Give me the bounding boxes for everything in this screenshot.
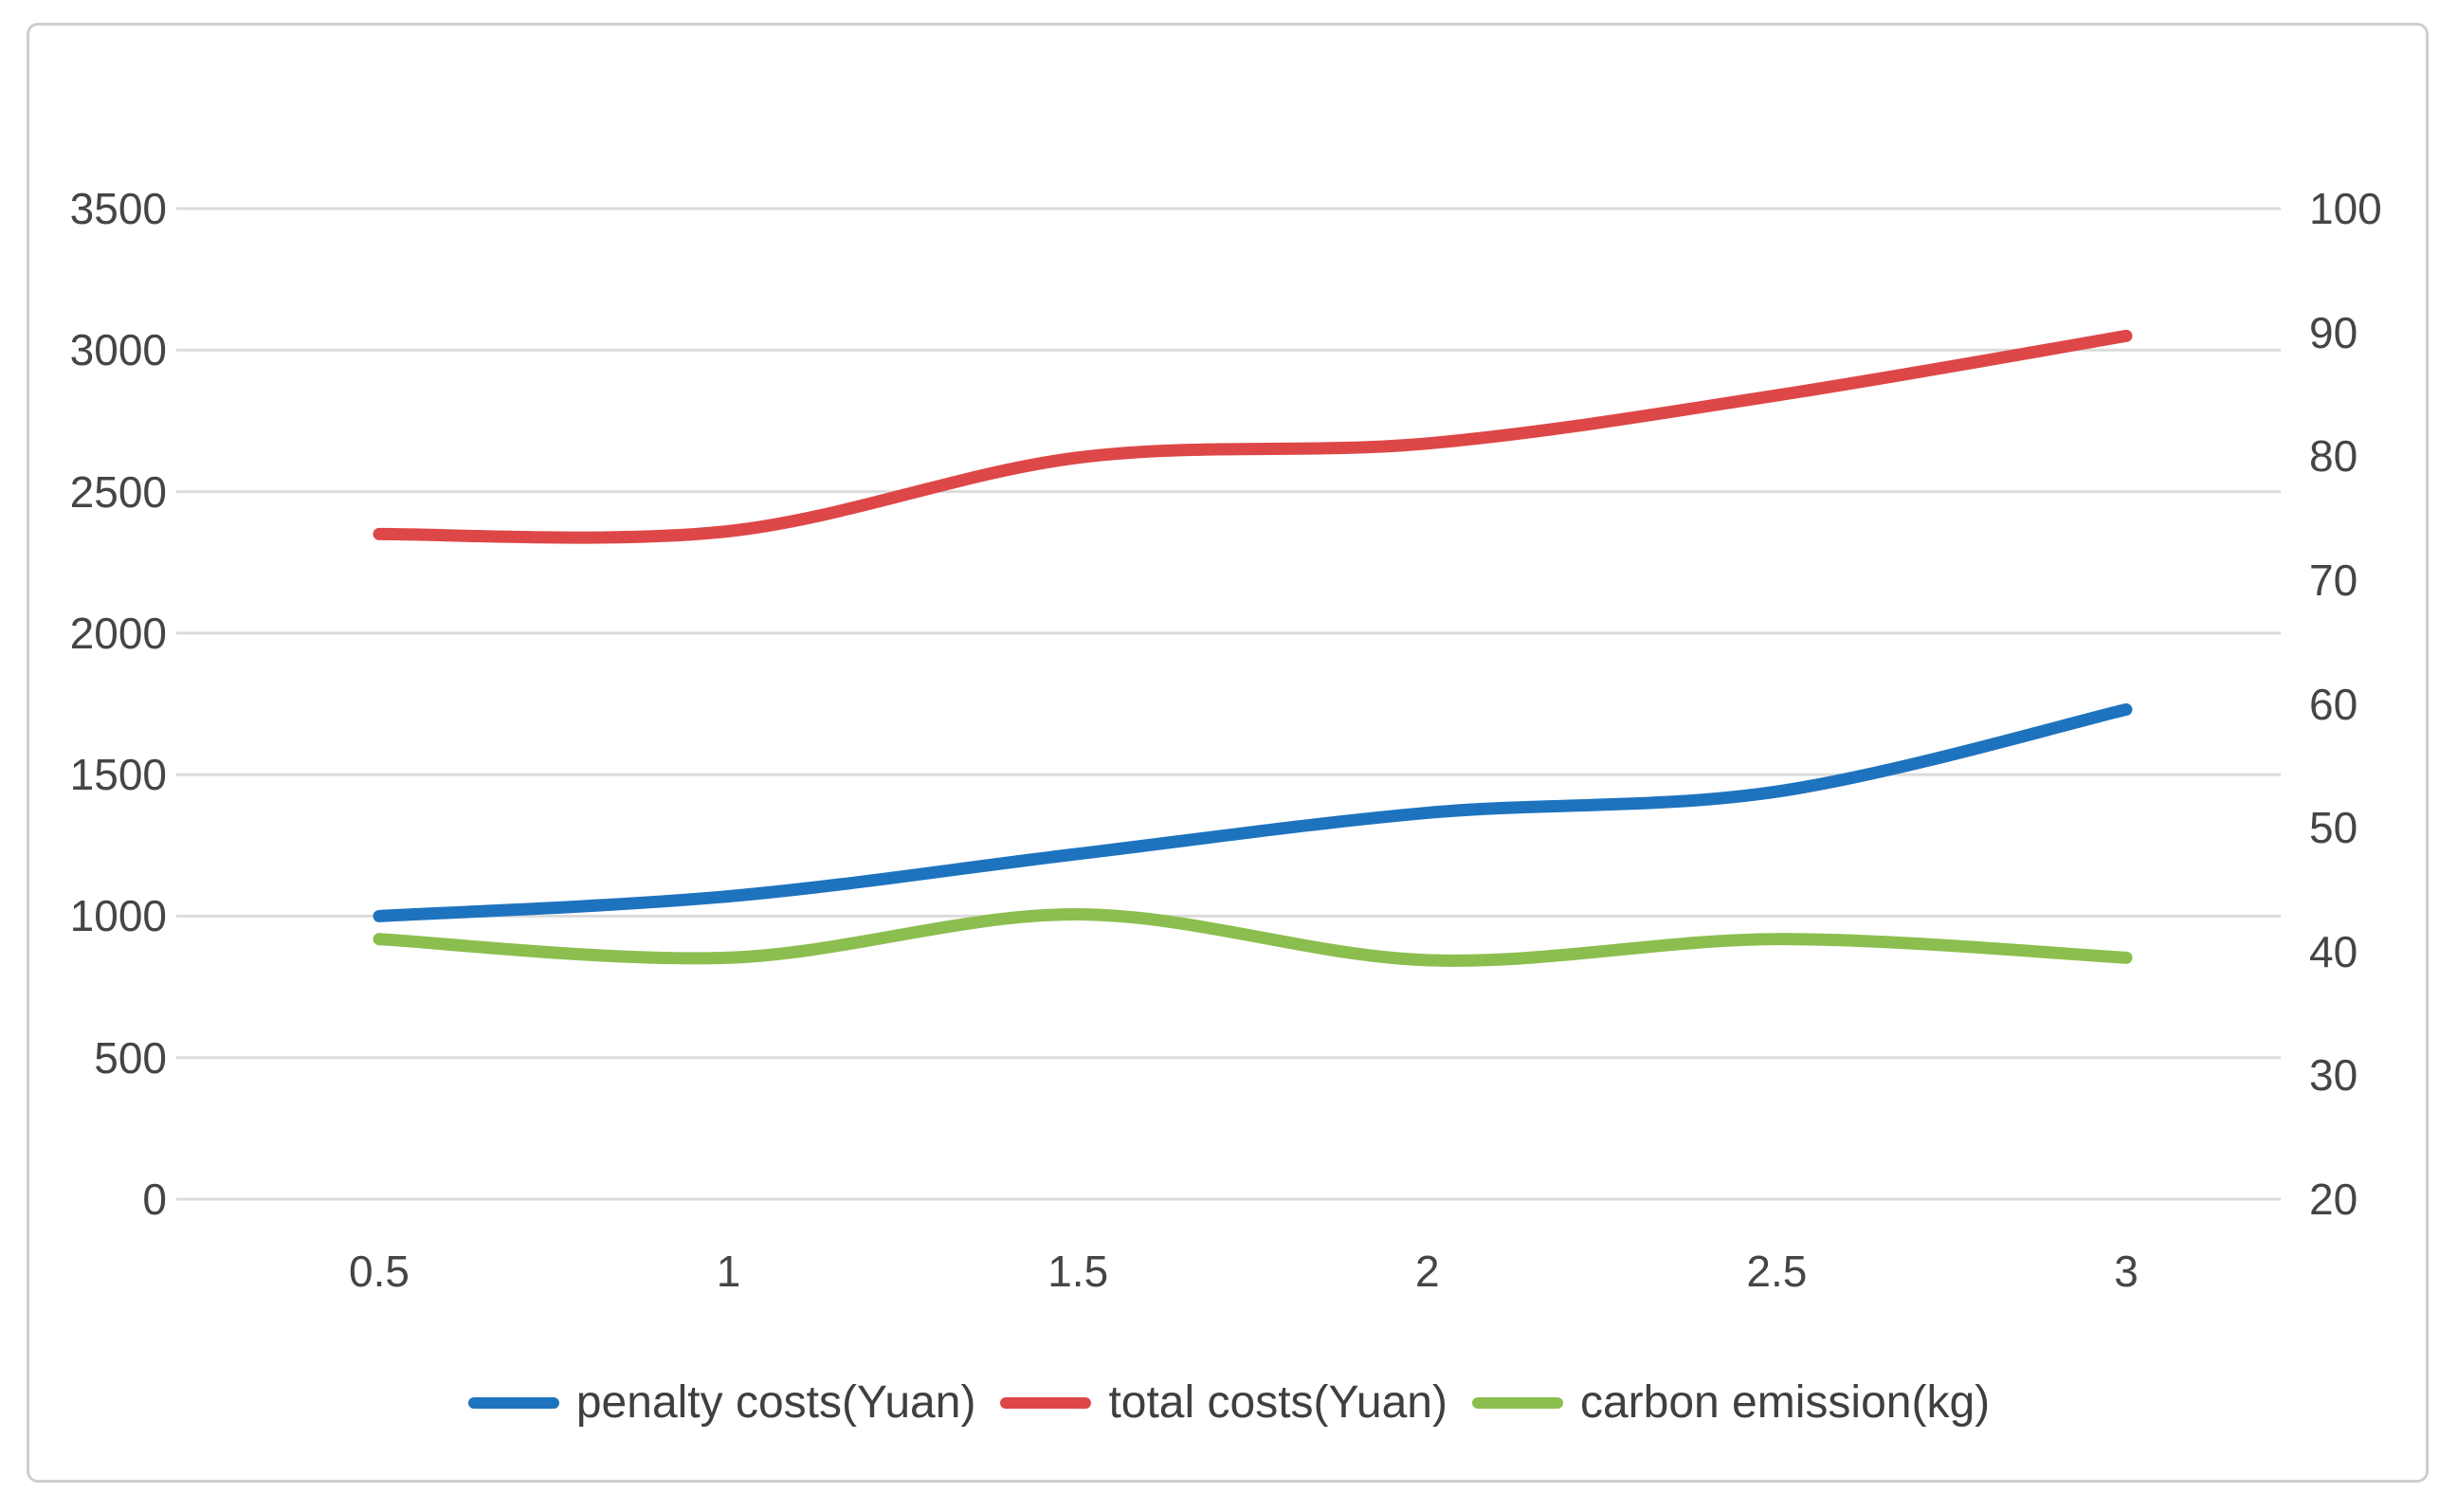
legend-label: total costs(Yuan) [1108, 1377, 1447, 1428]
legend-item-total-costs: total costs(Yuan) [1000, 1375, 1447, 1431]
series-line-penalty-costs-yuan- [373, 702, 2133, 922]
left-axis-tick-label: 1500 [69, 750, 167, 800]
x-axis-tick-label: 1.5 [1047, 1247, 1109, 1296]
left-axis-tick-label: 2000 [69, 608, 167, 658]
carbon-emission-line-swatch [1471, 1397, 1563, 1409]
legend-label: carbon emission(kg) [1579, 1377, 1991, 1428]
x-axis-tick-label: 2 [1415, 1247, 1440, 1296]
legend-label: penalty costs(Yuan) [575, 1377, 976, 1428]
x-axis-tick-label: 2.5 [1746, 1247, 1808, 1296]
left-axis-tick-label: 3500 [69, 184, 167, 233]
penalty-costs-line-swatch [467, 1397, 559, 1409]
total-costs-line-swatch [1000, 1397, 1092, 1409]
right-axis-tick-label: 40 [2309, 926, 2358, 976]
right-axis-tick-label: 60 [2309, 679, 2358, 729]
right-axis-tick-label: 100 [2309, 184, 2382, 233]
right-axis-tick-label: 50 [2309, 803, 2358, 853]
left-axis-tick-label: 0 [142, 1175, 167, 1224]
right-axis-tick-label: 30 [2309, 1050, 2358, 1101]
x-axis-tick-label: 1 [716, 1247, 741, 1296]
left-axis-tick-label: 500 [94, 1032, 167, 1083]
legend: penalty costs(Yuan) total costs(Yuan) ca… [0, 1371, 2458, 1435]
series-line-total-costs-yuan- [373, 329, 2133, 544]
right-axis-tick-label: 70 [2309, 555, 2358, 605]
legend-item-carbon-emission: carbon emission(kg) [1471, 1375, 1991, 1431]
chart-frame-border [27, 23, 2429, 1483]
series-line-carbon-emission-kg- [373, 908, 2133, 967]
right-axis-tick-label: 20 [2309, 1175, 2358, 1224]
left-axis-tick-label: 2500 [69, 466, 167, 517]
right-axis-tick-label: 90 [2309, 307, 2358, 357]
left-axis-tick-label: 3000 [69, 325, 167, 375]
left-axis-tick-label: 1000 [69, 891, 167, 941]
right-axis-tick-label: 80 [2309, 431, 2358, 482]
x-axis-tick-label: 0.5 [349, 1247, 410, 1296]
x-axis-tick-label: 3 [2114, 1247, 2139, 1296]
legend-item-penalty-costs: penalty costs(Yuan) [467, 1375, 976, 1431]
